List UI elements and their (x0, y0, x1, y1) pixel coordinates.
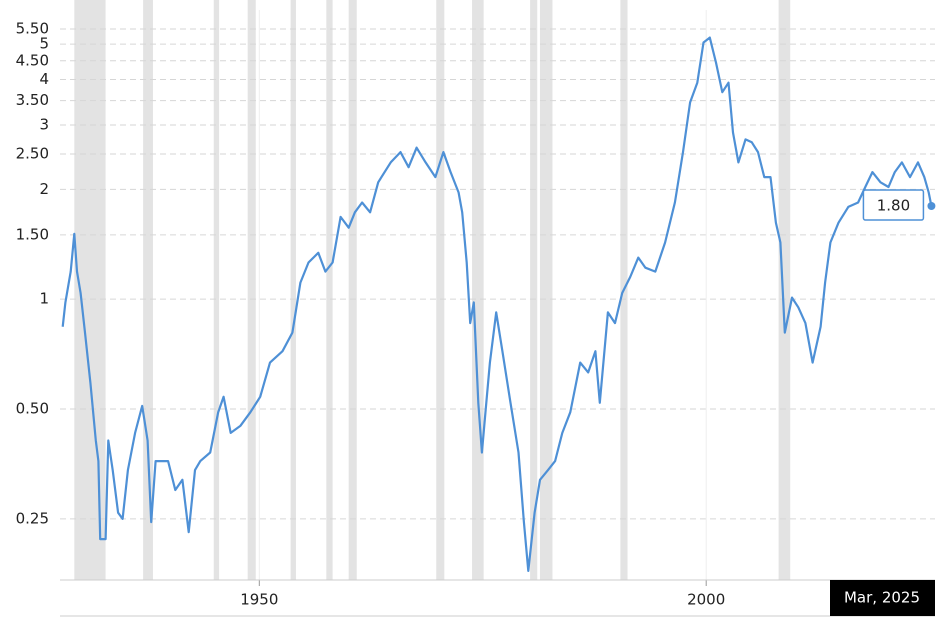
x-tick-label: 1950 (240, 591, 278, 609)
y-tick-label: 3 (39, 116, 49, 134)
y-tick-label: 4 (39, 70, 49, 88)
end-label-box (862, 189, 925, 221)
line (61, 36, 933, 572)
y-tick-label: 1 (39, 290, 49, 308)
recession-band (143, 0, 153, 580)
y-tick-label: 2.50 (16, 144, 49, 162)
y-tick-label: 4.50 (16, 51, 49, 69)
recession-band (539, 0, 553, 580)
end-date-label: Mar, 2025 (844, 589, 920, 607)
x-tick-label: 2000 (687, 591, 725, 609)
recession-band (213, 0, 220, 580)
recession-band (472, 0, 484, 580)
y-tick-label: 3.50 (16, 91, 49, 109)
recession-band (436, 0, 445, 580)
recession-band (290, 0, 296, 580)
y-tick-label: 5.50 (16, 19, 49, 37)
end-date-box (830, 580, 935, 616)
recession-band (778, 0, 791, 580)
end-label: 1.80 (877, 197, 910, 215)
recession-band (247, 0, 256, 580)
end-point (927, 202, 936, 211)
y-tick-label: 1.50 (16, 225, 49, 243)
recession-band (348, 0, 357, 580)
y-tick-label: 2 (39, 180, 49, 198)
recession-band (530, 0, 538, 580)
y-tick-label: 0.50 (16, 400, 49, 418)
y-tick-label: 5 (39, 35, 49, 53)
y-tick-label: 0.25 (16, 509, 49, 527)
recession-band (326, 0, 333, 580)
